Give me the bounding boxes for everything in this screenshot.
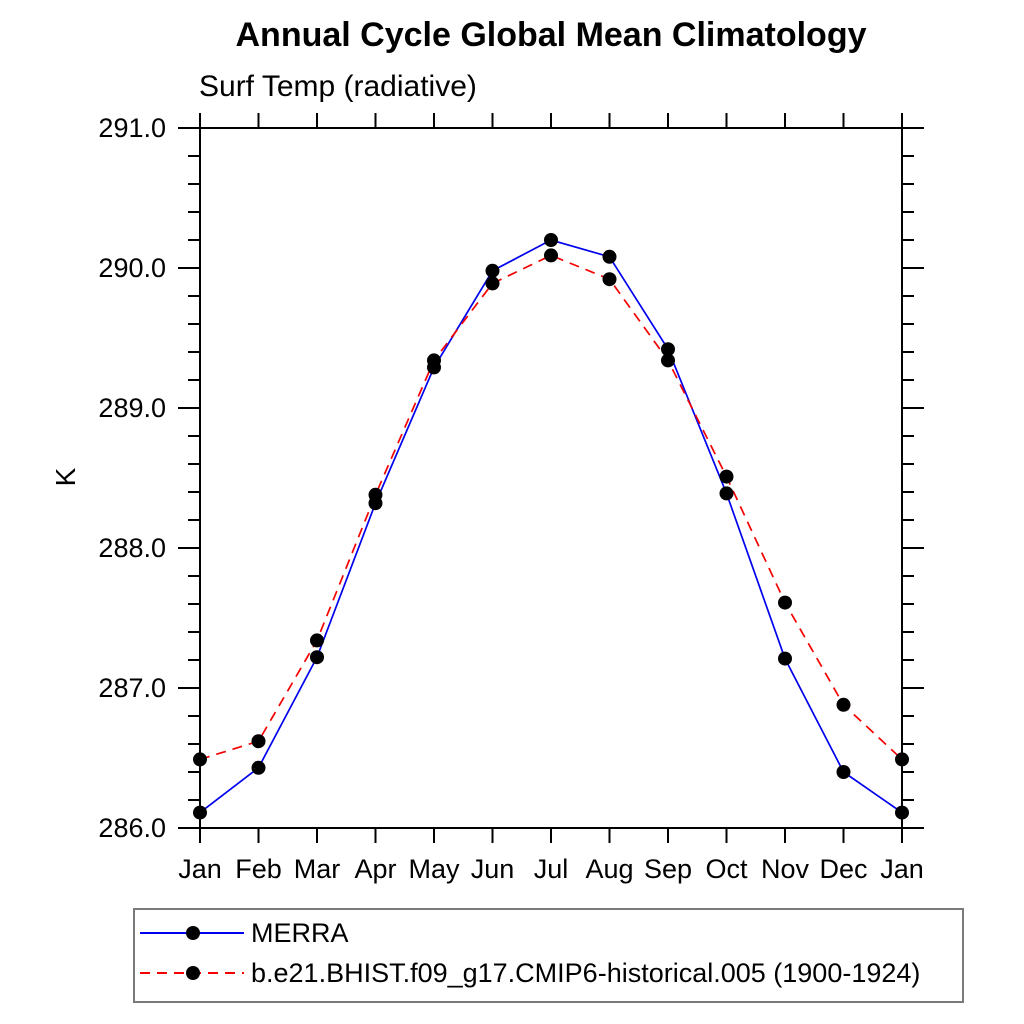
plot-frame [199,127,903,829]
data-point-merra-dec-11 [836,765,851,779]
data-point-b-e21-bhist-f09-g17-cmip-oct-9 [719,469,734,484]
legend-line-sample-merra [140,926,244,940]
x-tick-label: Feb [235,854,282,884]
data-point-b-e21-bhist-f09-g17-cmip-dec-11 [836,697,851,712]
data-point-b-e21-bhist-f09-g17-cmip-sep-8 [661,353,675,368]
data-point-b-e21-bhist-f09-g17-cmip-jan-12 [895,752,909,767]
x-tick-label: Nov [761,854,810,884]
data-point-b-e21-bhist-f09-g17-cmip-nov-10 [778,595,792,610]
data-point-b-e21-bhist-f09-g17-cmip-jul-6 [544,248,558,263]
x-tick-label: Sep [644,854,692,884]
data-point-b-e21-bhist-f09-g17-cmip-jun-5 [485,276,500,291]
x-tick-label: Apr [354,854,396,884]
chart-subtitle: Surf Temp (radiative) [199,70,477,103]
legend-label-merra: MERRA [251,917,349,948]
y-tick-label: 286.0 [98,813,166,843]
legend-item-model: b.e21.BHIST.f09_g17.CMIP6-historical.005… [137,957,921,988]
y-tick-label: 288.0 [98,533,166,563]
data-point-merra-sep-8 [661,342,675,357]
legend-merra-marker-icon [186,926,200,940]
data-point-merra-oct-9 [719,486,734,501]
x-tick-label: Mar [294,854,341,884]
data-point-b-e21-bhist-f09-g17-cmip-feb-1 [251,734,266,749]
data-point-merra-jan-12 [895,805,909,820]
x-tick-label: Dec [819,854,867,884]
data-point-b-e21-bhist-f09-g17-cmip-may-4 [427,353,441,368]
y-tick-label: 290.0 [98,253,166,283]
legend-box: MERRA b.e21.BHIST.f09_g17.CMIP6-historic… [133,908,964,1003]
x-tick-label: May [408,854,460,884]
x-tick-label: Aug [585,854,633,884]
data-point-merra-nov-10 [778,651,792,666]
y-tick-label: 291.0 [98,113,166,143]
data-point-merra-aug-7 [602,249,617,264]
x-tick-label: Jul [534,854,569,884]
legend-model-marker-icon [186,966,200,980]
data-point-merra-jul-6 [544,233,558,247]
x-tick-label: Oct [705,854,748,884]
data-point-b-e21-bhist-f09-g17-cmip-mar-2 [310,633,324,648]
chart-title: Annual Cycle Global Mean Climatology [235,16,867,54]
data-point-b-e21-bhist-f09-g17-cmip-aug-7 [602,272,617,287]
data-point-merra-jan-0 [193,805,207,820]
series-line-merra [199,239,903,814]
legend-item-merra: MERRA [137,917,349,948]
x-tick-label: Jun [471,854,515,884]
data-point-merra-mar-2 [310,650,324,665]
x-tick-label: Jan [178,854,222,884]
data-point-merra-feb-1 [251,760,266,775]
data-point-b-e21-bhist-f09-g17-cmip-jan-0 [193,752,207,767]
data-point-merra-jun-5 [485,263,500,278]
series-line-b-e21-bhist-f09-g17-cmip [199,254,903,761]
x-tick-label: Jan [880,854,924,884]
y-tick-label: 287.0 [98,673,166,703]
y-tick-label: 289.0 [98,393,166,423]
data-point-b-e21-bhist-f09-g17-cmip-apr-3 [368,487,383,502]
legend-line-sample-model [140,966,244,980]
legend-label-model: b.e21.BHIST.f09_g17.CMIP6-historical.005… [251,957,921,988]
